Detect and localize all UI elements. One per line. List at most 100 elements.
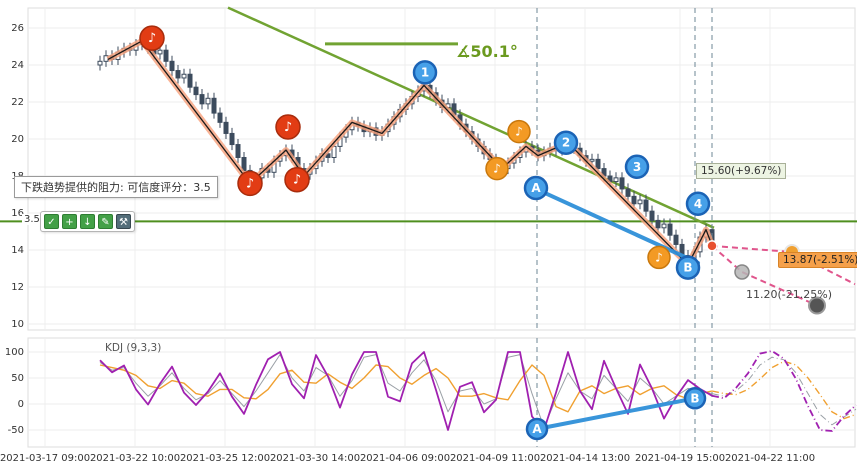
kdj-j-line-projection: [711, 350, 857, 432]
x-axis-label: 2021-04-09 11:00: [450, 453, 540, 464]
candle-body: [193, 86, 199, 96]
kdj-j-line: [99, 351, 713, 431]
note-icon: ♪: [515, 125, 523, 139]
candle-body: [211, 97, 217, 114]
candle-body: [163, 49, 169, 62]
wave-point-marker-B[interactable]: [675, 255, 701, 280]
candle-body: [229, 132, 235, 146]
marker-label: B: [690, 391, 699, 405]
x-axis-label: 2021-04-14 13:00: [540, 453, 630, 464]
y-axis-tick: 14: [11, 245, 24, 256]
kdj-indicator-label: KDJ (9,3,3): [105, 342, 162, 354]
orange-note-marker[interactable]: [647, 245, 671, 270]
download-icon[interactable]: ↓: [80, 214, 95, 229]
candle-body: [175, 70, 181, 79]
note-icon: ♪: [148, 31, 156, 46]
x-axis-label: 2021-03-30 14:00: [270, 453, 360, 464]
candle-body: [157, 49, 163, 55]
candle-body: [223, 121, 229, 134]
downtrend-line[interactable]: [227, 6, 715, 229]
trend-resistance-tooltip: 下跌趋势提供的阻力: 可信度评分：3.5: [14, 176, 218, 198]
x-axis-label: 2021-03-25 12:00: [180, 453, 270, 464]
y-axis-tick: 12: [11, 282, 24, 293]
wave-point-marker-4[interactable]: [685, 191, 711, 216]
x-axis-label: 2021-04-19 15:00: [635, 453, 725, 464]
annotation-toolbar: ✓ + ↓ ✎ ⚒: [40, 211, 135, 232]
candle-body: [169, 60, 175, 72]
red-note-marker[interactable]: [284, 166, 310, 193]
confidence-score-label: 3.5: [22, 214, 42, 225]
projection-line-lower[interactable]: [711, 245, 818, 307]
kdj-k-line-projection: [711, 356, 857, 426]
kdj-d-line-projection: [711, 360, 857, 420]
candle-body: [187, 73, 193, 88]
edit-icon[interactable]: ✎: [98, 214, 113, 229]
note-icon: ♪: [493, 162, 501, 176]
candle-body: [199, 94, 205, 105]
y-axis-tick: 20: [11, 134, 24, 145]
y-axis-tick: 24: [11, 60, 24, 71]
kdj-y-axis-tick: 50: [11, 373, 24, 384]
marker-label: 3: [633, 160, 641, 174]
candle-body: [649, 210, 655, 221]
candle-body: [643, 199, 649, 212]
candle-body: [181, 73, 187, 79]
projection-gray-marker[interactable]: [734, 264, 750, 280]
wave-point-marker-2[interactable]: [553, 130, 579, 155]
projection-dark-marker[interactable]: [808, 296, 826, 315]
current-price-dot[interactable]: [706, 240, 718, 252]
kdj-y-axis-tick: 0: [18, 399, 24, 410]
tools-icon[interactable]: ⚒: [116, 214, 131, 229]
candle-body: [655, 219, 661, 229]
target-up-label: 15.60(+9.67%): [696, 163, 787, 179]
orange-note-marker[interactable]: [507, 119, 531, 144]
wave-point-marker-3[interactable]: [624, 154, 650, 179]
target-mid-label: 13.87(-2.51%): [778, 252, 857, 268]
candle-body: [589, 158, 595, 162]
kdj-point-marker-A[interactable]: [525, 417, 549, 441]
candle-body: [241, 157, 247, 171]
candle-body: [637, 199, 643, 205]
ab-trendline-kdj[interactable]: [535, 396, 697, 431]
red-note-marker[interactable]: [237, 170, 263, 197]
ab-trendline-main[interactable]: [534, 186, 700, 265]
candle-body: [217, 112, 223, 123]
confirm-icon[interactable]: ✓: [44, 214, 59, 229]
red-note-marker[interactable]: [139, 25, 165, 51]
wave-point-marker-1[interactable]: [412, 60, 438, 85]
add-icon[interactable]: +: [62, 214, 77, 229]
y-axis-tick: 26: [11, 23, 24, 34]
candle-body: [625, 188, 631, 197]
candle-body: [595, 158, 601, 170]
candle-body: [667, 223, 673, 236]
note-icon: ♪: [655, 250, 663, 264]
red-note-marker[interactable]: [275, 114, 301, 140]
x-axis-label: 2021-04-06 09:00: [360, 453, 450, 464]
note-icon: ♪: [284, 120, 292, 135]
x-axis-label: 2021-03-17 09:00: [0, 453, 90, 464]
wave-point-marker-A[interactable]: [523, 175, 549, 201]
candle-body: [673, 234, 679, 245]
marker-label: A: [532, 422, 542, 436]
kdj-y-axis-tick: -50: [8, 425, 24, 436]
marker-label: A: [531, 181, 541, 195]
target-down-label: 11.20(-21.25%): [746, 288, 832, 301]
x-axis-label: 2021-04-22 11:00: [725, 453, 815, 464]
marker-label: B: [683, 261, 692, 275]
kdj-point-marker-B[interactable]: [683, 387, 707, 410]
note-icon: ♪: [246, 176, 254, 191]
trend-angle-label: ∡50.1°: [456, 42, 518, 61]
x-axis-label: 2021-03-22 10:00: [90, 453, 180, 464]
marker-label: 1: [421, 65, 429, 79]
marker-label: 2: [562, 136, 570, 150]
kdj-y-axis-tick: 100: [5, 347, 24, 358]
orange-note-marker[interactable]: [485, 156, 509, 181]
wave-line: [107, 40, 713, 266]
candle-body: [235, 144, 241, 159]
y-axis-tick: 10: [11, 319, 24, 330]
candle-body: [613, 177, 619, 183]
candle-body: [631, 195, 637, 205]
candle-body: [619, 177, 625, 190]
